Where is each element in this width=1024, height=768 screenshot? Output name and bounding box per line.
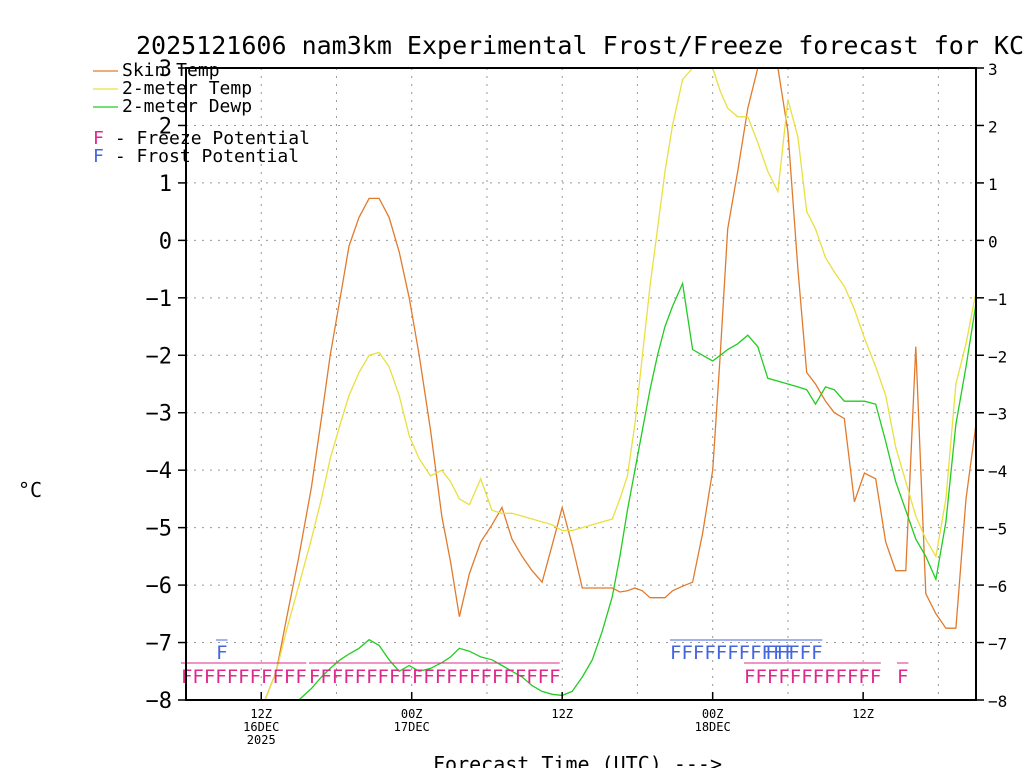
frost-freeze-markers: FFFFFFFFFFF FFFFFFFFFFFFFFFFFFFFFF FFFFFFF… (180, 639, 908, 688)
frost-marker-text: F (216, 642, 227, 664)
y-tick-label-left: −8 (146, 689, 173, 714)
legend-label-2m-dewp: 2-meter Dewp (122, 96, 252, 117)
x-tick-label: 16DEC (243, 720, 279, 734)
freeze-marker-text: FFFFFFFFFFFF (744, 666, 881, 688)
legend-label-2m-temp: 2-meter Temp (122, 78, 252, 99)
freeze-marker-text: F (897, 666, 908, 688)
y-tick-label-left: −3 (146, 402, 173, 427)
legend: Skin Temp 2-meter Temp 2-meter Dewp F - … (93, 60, 310, 167)
chart-title: 2025121606 nam3km Experimental Frost/Fre… (136, 31, 1024, 60)
y-tick-label-right: 3 (988, 60, 998, 79)
plot-frame (185, 67, 977, 701)
frost-marker-text: FFFFF (765, 642, 822, 664)
frost-marker-text: FFFFFFFFFFF (670, 642, 796, 664)
x-tick-label: 00Z (702, 707, 724, 721)
legend-freeze-text: - Freeze Potential (104, 128, 310, 149)
y-tick-label-left: −1 (146, 287, 173, 312)
y-tick-label-left: −2 (146, 344, 173, 369)
x-tick-label: 17DEC (394, 720, 430, 734)
legend-frost-letter: F (93, 146, 104, 167)
y-tick-label-left: −5 (146, 517, 173, 542)
y-tick-label-left: 0 (159, 229, 172, 254)
y-tick-label-right: −7 (988, 635, 1007, 654)
legend-frost-text: - Frost Potential (104, 146, 299, 167)
y-axis-label: °C (18, 478, 42, 502)
series-line-2-meter-dewp (298, 281, 976, 700)
series-line-skin-temp (264, 68, 976, 700)
grid-lines (186, 68, 976, 700)
y-tick-label-left: 3 (159, 57, 172, 82)
y-tick-label-left: 2 (159, 114, 172, 139)
y-tick-label-right: 2 (988, 117, 998, 136)
y-tick-label-left: 1 (159, 172, 172, 197)
x-tick-label: 00Z (401, 707, 423, 721)
series-line-2-meter-temp (264, 68, 976, 700)
y-tick-label-right: −8 (988, 692, 1007, 711)
y-tick-label-right: −5 (988, 520, 1007, 539)
x-tick-label: 12Z (852, 707, 874, 721)
freeze-marker-text: FFFFFFFFFFF (181, 666, 307, 688)
y-axis-ticks: −8 −8 −7 −7 −6 −6 −5 −5 −4 −4 −3 −3 −2 −2 −1 −1 0 0 1 1 2 2 3 3 (146, 57, 1008, 714)
freeze-marker-text: FFFFFFFFFFFFFFFFFFFFFF (309, 666, 561, 688)
y-tick-label-right: −3 (988, 405, 1007, 424)
y-tick-label-left: −6 (146, 574, 173, 599)
y-tick-label-left: −7 (146, 632, 173, 657)
y-tick-label-left: −4 (146, 459, 173, 484)
y-tick-label-right: −1 (988, 290, 1007, 309)
y-tick-label-right: 0 (988, 232, 998, 251)
x-tick-label: 12Z (551, 707, 573, 721)
x-tick-label: 18DEC (695, 720, 731, 734)
x-tick-label: 2025 (247, 733, 276, 747)
y-tick-label-right: −6 (988, 577, 1007, 596)
y-tick-label-right: −4 (988, 462, 1007, 481)
y-tick-label-right: 1 (988, 175, 998, 194)
series-lines (264, 68, 976, 700)
x-axis-label: Forecast Time (UTC) ---> (433, 752, 722, 768)
y-tick-label-right: −2 (988, 347, 1007, 366)
x-tick-label: 12Z (250, 707, 272, 721)
legend-freeze-letter: F (93, 128, 104, 149)
legend-label-skin-temp: Skin Temp (122, 60, 220, 81)
